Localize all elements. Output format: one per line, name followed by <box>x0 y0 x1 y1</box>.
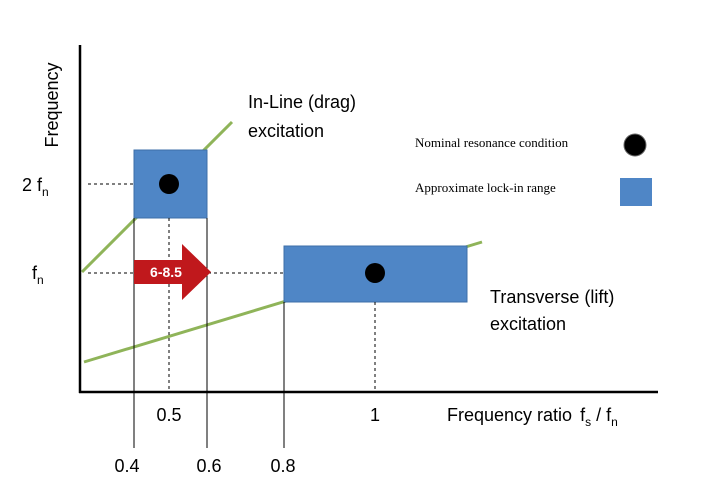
legend-box <box>620 178 652 206</box>
annotation: excitation <box>490 314 566 334</box>
arrow <box>134 244 211 300</box>
x-title-part: f <box>580 405 586 425</box>
x-label: 0.8 <box>270 456 295 476</box>
resonance-dot <box>159 174 179 194</box>
x-label: 0.4 <box>114 456 139 476</box>
x-title-part: / f <box>591 405 612 425</box>
arrow-label: 6-8.5 <box>150 264 182 280</box>
legend-text: Nominal resonance condition <box>415 135 569 150</box>
resonance-dot <box>365 263 385 283</box>
x-title: Frequency ratio fs / fn <box>447 405 618 429</box>
y-label-sub: n <box>37 273 44 287</box>
x-title-sub: n <box>611 415 618 429</box>
y-label-sub: n <box>42 185 49 199</box>
x-label: 0.6 <box>196 456 221 476</box>
annotation: excitation <box>248 121 324 141</box>
x-label: 0.5 <box>156 405 181 425</box>
y-label-main: f <box>32 263 38 283</box>
y-label: fn <box>32 263 44 287</box>
y-label-main: 2 f <box>22 175 43 195</box>
annotation: Transverse (lift) <box>490 287 614 307</box>
y-label: 2 fn <box>22 175 49 199</box>
lines <box>78 45 658 448</box>
x-title-text: Frequency ratio <box>447 405 572 425</box>
y-title: Frequency <box>42 62 62 147</box>
legend-dot <box>623 133 647 157</box>
legend-text: Approximate lock-in range <box>415 180 556 195</box>
x-label: 1 <box>370 405 380 425</box>
x-title-sub: s <box>585 415 591 429</box>
annotation: In-Line (drag) <box>248 92 356 112</box>
